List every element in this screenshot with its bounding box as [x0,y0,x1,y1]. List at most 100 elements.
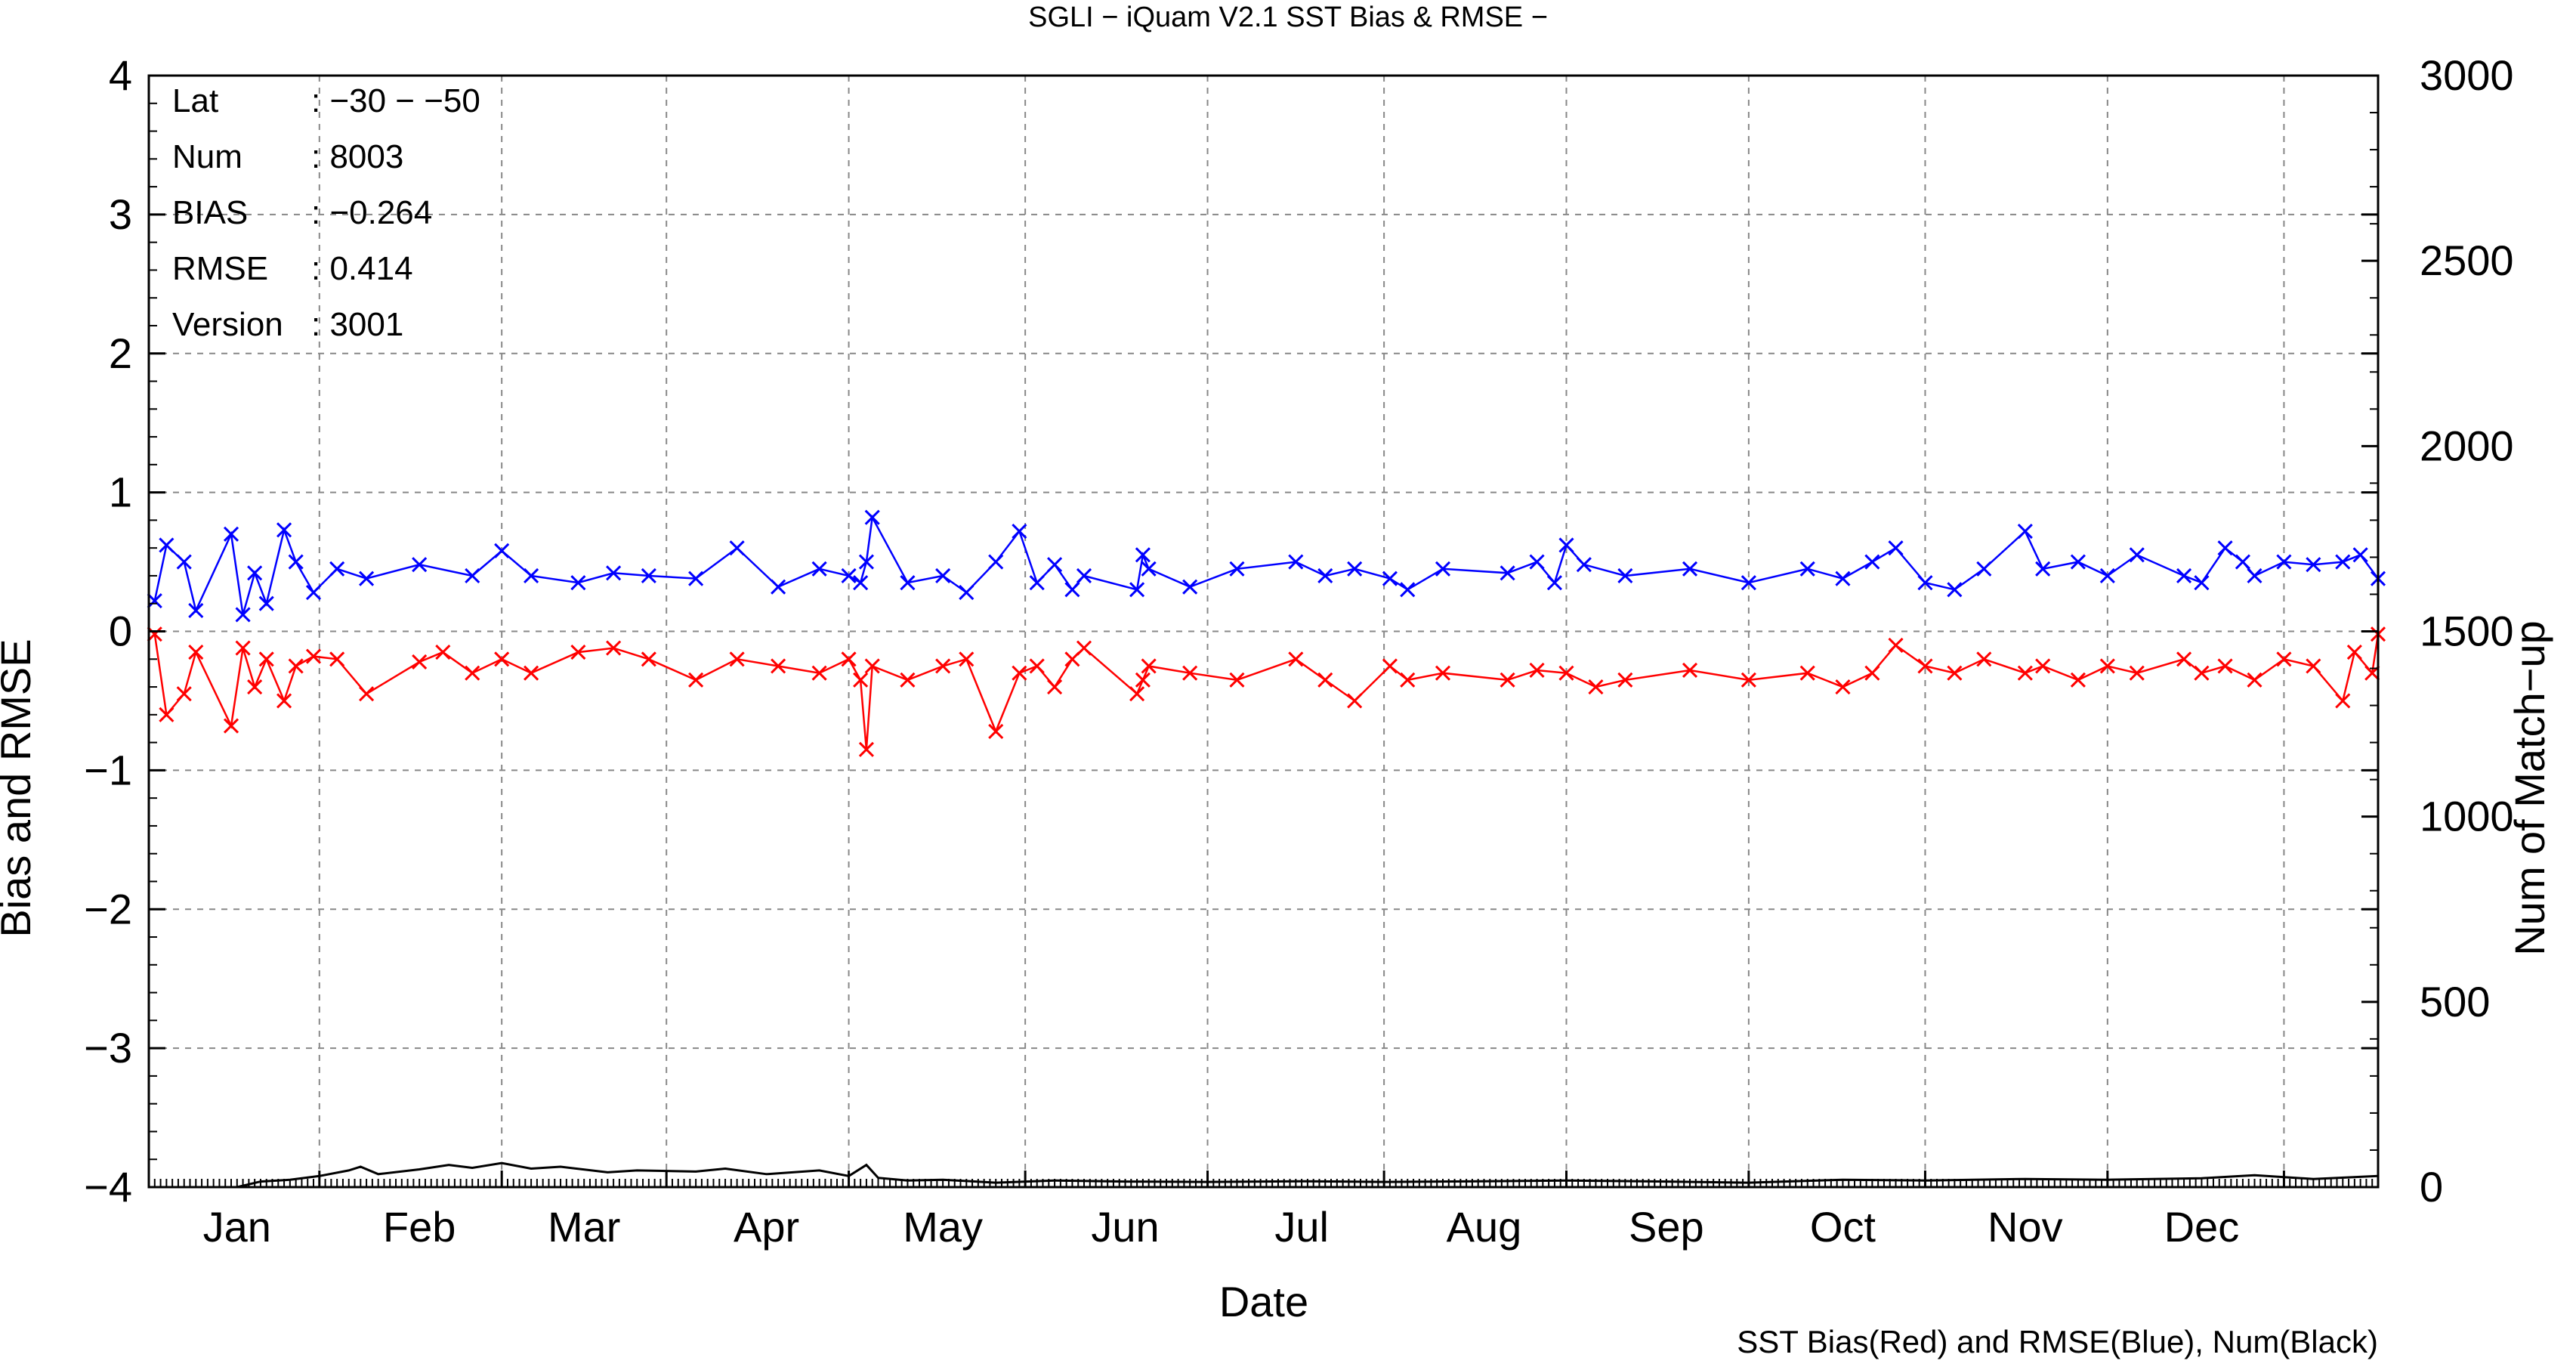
rmse-point [2235,554,2250,570]
bias-point [276,693,292,709]
x-tick-label: Apr [734,1203,799,1251]
rmse-point [988,554,1004,570]
rmse-point [771,579,786,595]
bias-point [1012,665,1027,681]
bias-point [1382,658,1398,674]
rmse-point [1740,575,1756,591]
bias-point [935,658,951,674]
bias-point [223,718,239,734]
y-tick-label: 3 [109,190,132,238]
rmse-point [465,567,480,584]
bias-point [1888,637,1904,653]
stat-num-value: : 8003 [311,138,403,175]
chart-title: SGLI − iQuam V2.1 SST Bias & RMSE − [1028,2,1548,33]
rmse-point [2247,567,2262,584]
series-layer [147,509,2386,1189]
rmse-point [641,567,656,584]
bias-point [1682,662,1698,679]
bias-point [524,665,539,681]
rmse-point [1835,571,1851,586]
rmse-point [247,565,263,581]
rmse-point [1558,537,1574,553]
rmse-point [1029,575,1045,591]
bias-point [1864,665,1880,681]
rmse-point [223,526,239,542]
rmse-point [1546,575,1562,591]
y-tick-label: −2 [84,885,132,932]
y2-tick-label: 1000 [2420,793,2514,840]
bias-point [2346,645,2362,660]
bias-point [900,672,916,688]
rmse-point [176,554,192,570]
rmse-point [329,561,345,577]
bias-point [359,686,375,702]
rmse-point [359,571,375,586]
rmse-point [524,567,539,584]
y2-tick-label: 3000 [2420,51,2514,99]
bias-point [176,686,192,702]
x-tick-label: Dec [2164,1203,2240,1251]
stat-lat-label: Lat [172,82,218,119]
x-tick-label: Jul [1274,1203,1329,1251]
x-tick-label: Jun [1091,1203,1159,1251]
bias-point [2276,651,2292,667]
rmse-point [2194,575,2210,591]
axis-ticks [148,74,2379,1189]
x-axis-label: Date [1219,1278,1308,1325]
bias-point [1976,651,1992,667]
rmse-point [1947,582,1963,598]
rmse-point [288,554,304,570]
bias-point [1229,672,1245,688]
bias-point [1141,658,1157,674]
rmse-point [1135,547,1151,563]
rmse-line [153,514,2380,615]
bias-point [2306,658,2321,674]
bias-point [2035,658,2051,674]
x-tick-label: Sep [1629,1203,1704,1251]
rmse-point [1435,561,1451,577]
rmse-point [2217,540,2233,556]
bias-point [771,658,786,674]
rmse-point [1076,567,1092,584]
rmse-point [1500,565,1515,581]
rmse-point [1682,561,1698,577]
bias-point [258,651,274,667]
bias-point [2099,658,2115,674]
bias-point [247,679,263,695]
rmse-point [1317,567,1333,584]
rmse-point [1182,579,1198,595]
y2-tick-label: 2000 [2420,422,2514,469]
x-tick-label: May [903,1203,983,1251]
rmse-point [864,509,880,525]
rmse-point [1864,554,1880,570]
y-tick-label: 4 [109,51,132,99]
bias-point [959,651,974,667]
rmse-point [1064,582,1080,598]
y-axis-label: Bias and RMSE [0,639,39,937]
rmse-point [494,543,510,558]
rmse-point [2099,567,2115,584]
rmse-point [1141,561,1157,577]
rmse-point [2129,547,2145,563]
rmse-point [2035,561,2051,577]
bias-point [858,741,874,757]
rmse-point [959,584,974,601]
rmse-point [412,557,428,573]
bias-point [1317,672,1333,688]
rmse-point [1347,561,1363,577]
rmse-point [1400,582,1416,598]
rmse-point [147,592,162,609]
bias-point [2217,658,2233,674]
bias-point [570,645,586,660]
rmse-point [235,607,251,623]
rmse-point [2276,554,2292,570]
series-legend-note: SST Bias(Red) and RMSE(Blue), Num(Black) [1737,1324,2378,1359]
rmse-point [2335,554,2351,570]
bias-point [1529,662,1545,679]
rmse-point [570,575,586,591]
bias-point [688,672,704,688]
rmse-point [729,540,745,556]
bias-point [1558,665,1574,681]
y-tick-label: −4 [84,1163,132,1211]
